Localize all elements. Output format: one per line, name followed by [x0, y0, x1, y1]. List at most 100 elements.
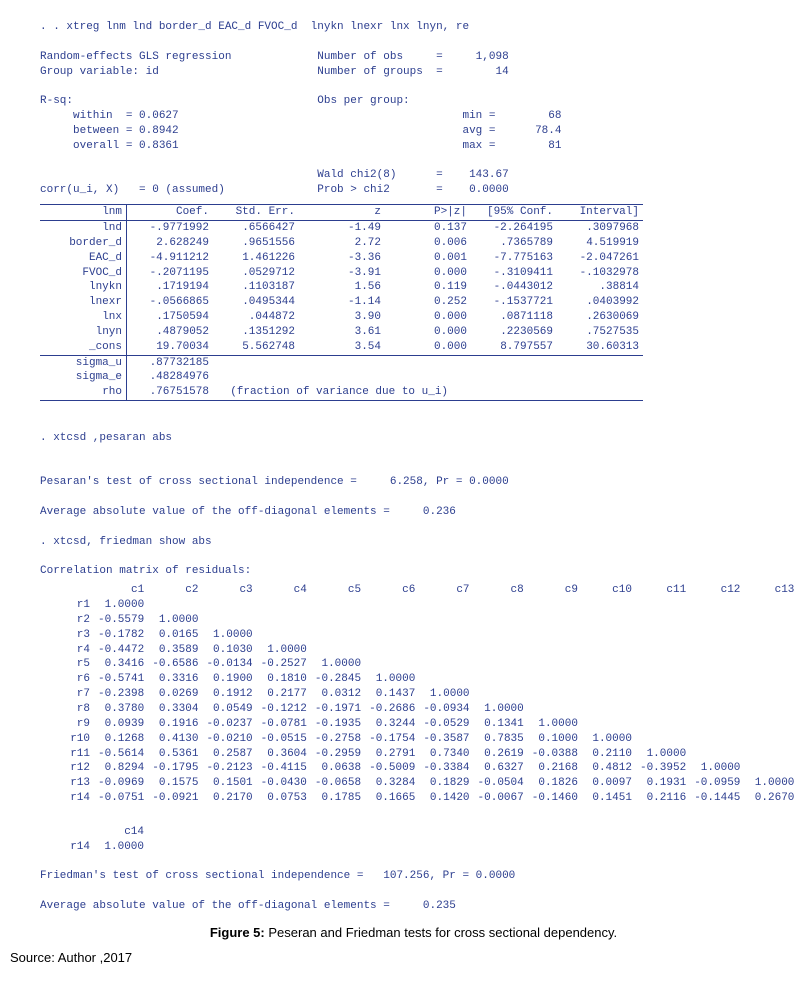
corr-cell [636, 598, 690, 613]
corr-cell: 0.1000 [528, 732, 582, 747]
corr-cell: -0.0959 [690, 776, 744, 791]
corr-cell [257, 598, 311, 613]
avg-offdiag-2: Average absolute value of the off-diagon… [40, 899, 787, 914]
corr-col-header: c3 [202, 583, 256, 598]
corr-cell: 0.1420 [419, 791, 473, 806]
corr-cell [690, 747, 744, 762]
cell-value: 8.797557 [471, 340, 557, 355]
corr-cell [257, 628, 311, 643]
corr-cell: 1.0000 [365, 672, 419, 687]
corr-cell: -0.1795 [148, 761, 202, 776]
corr-cell: -0.2123 [202, 761, 256, 776]
corr-cell: -0.3384 [419, 761, 473, 776]
corr-cell: -0.1754 [365, 732, 419, 747]
cell-value: -1.49 [299, 220, 385, 235]
corr-cell [582, 672, 636, 687]
corr-cell [690, 702, 744, 717]
corr-cell [690, 687, 744, 702]
corr-cell: -0.5614 [94, 747, 148, 762]
corr-cell: -0.4472 [94, 643, 148, 658]
friedman-result: Friedman's test of cross sectional indep… [40, 869, 787, 884]
corr-cell [744, 761, 798, 776]
row-label: rho [40, 385, 127, 400]
row-label: lnexr [40, 295, 127, 310]
corr-cell: 0.3244 [365, 717, 419, 732]
corr-cell [744, 702, 798, 717]
corr-cell [690, 628, 744, 643]
corr-cell [690, 717, 744, 732]
corr-cell: 0.1451 [582, 791, 636, 806]
corr-cell [636, 643, 690, 658]
corr-row-label: r5 [40, 657, 94, 672]
corr-cell [202, 613, 256, 628]
cell-value: 5.562748 [213, 340, 299, 355]
corr-cell [636, 628, 690, 643]
corr-cell: -0.2845 [311, 672, 365, 687]
corr-cell [636, 613, 690, 628]
correlation-matrix-cont: c14r141.0000 [40, 825, 148, 855]
corr-cell: 0.3589 [148, 643, 202, 658]
corr-cell: 0.1575 [148, 776, 202, 791]
corr-cell [419, 613, 473, 628]
corr-cell: 0.3416 [94, 657, 148, 672]
row-label: lnyn [40, 325, 127, 340]
command-xtcsd-pesaran: . xtcsd ,pesaran abs [40, 431, 787, 446]
corr-cell: 1.0000 [419, 687, 473, 702]
corr-cell: -0.0658 [311, 776, 365, 791]
column-header: z [299, 205, 385, 221]
row-label: EAC_d [40, 251, 127, 266]
corr-cell [528, 613, 582, 628]
corr-cell [636, 702, 690, 717]
corr-cell: -0.6586 [148, 657, 202, 672]
cell-value: 0.000 [385, 266, 471, 281]
corr-cell [365, 643, 419, 658]
corr-cell: 1.0000 [257, 643, 311, 658]
corr-cell [744, 643, 798, 658]
source-line: Source: Author ,2017 [10, 949, 787, 967]
corr-cell [744, 657, 798, 672]
cell-value: .9651556 [213, 236, 299, 251]
corr-cell [582, 643, 636, 658]
corr-cell: 0.1916 [148, 717, 202, 732]
corr-cell [474, 598, 528, 613]
cell-value: .38814 [557, 280, 643, 295]
corr-cell [744, 598, 798, 613]
corr-cell: 0.0638 [311, 761, 365, 776]
corr-col-header: c5 [311, 583, 365, 598]
cell-value: .1103187 [213, 280, 299, 295]
corr-cell: 0.3780 [94, 702, 148, 717]
cell-value: -3.36 [299, 251, 385, 266]
corr-cell: 0.2110 [582, 747, 636, 762]
corr-col-header: c13 [744, 583, 798, 598]
corr-cell: 0.0312 [311, 687, 365, 702]
corr-cell: 0.3304 [148, 702, 202, 717]
cell-value: -.2071195 [127, 266, 214, 281]
cell-value: 0.001 [385, 251, 471, 266]
corr-cell [474, 613, 528, 628]
cell-value: 0.137 [385, 220, 471, 235]
corr-cell: 0.1501 [202, 776, 256, 791]
corr-cell [528, 628, 582, 643]
figure-caption-text: Peseran and Friedman tests for cross sec… [265, 925, 617, 940]
corr-cell [690, 613, 744, 628]
corr-cell: -0.1935 [311, 717, 365, 732]
corr-cell: -0.1782 [94, 628, 148, 643]
corr-cell [744, 687, 798, 702]
corr-cell [257, 613, 311, 628]
corr-col-header: c9 [528, 583, 582, 598]
corr-cell: -0.0529 [419, 717, 473, 732]
corr-cell [365, 628, 419, 643]
corr-cell [636, 687, 690, 702]
corr-row-label: r11 [40, 747, 94, 762]
pesaran-result: Pesaran's test of cross sectional indepe… [40, 475, 787, 490]
corr-cell: 0.1437 [365, 687, 419, 702]
corr-cell: 1.0000 [528, 717, 582, 732]
corr-cell: -0.5741 [94, 672, 148, 687]
corr-cell [744, 628, 798, 643]
corr-cell: -0.0237 [202, 717, 256, 732]
corr-cell: -0.1212 [257, 702, 311, 717]
corr-col-header: c6 [365, 583, 419, 598]
corr-cell: -0.0934 [419, 702, 473, 717]
corr-cell [636, 672, 690, 687]
corr-col-header: c10 [582, 583, 636, 598]
